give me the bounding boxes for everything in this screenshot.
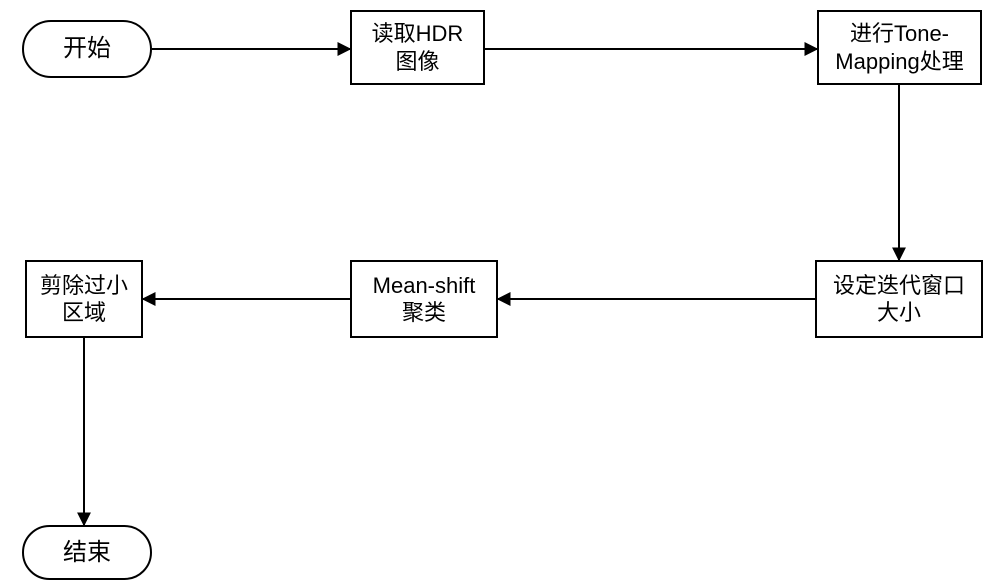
set-window-step: 设定迭代窗口 大小 (815, 260, 983, 338)
read-hdr-label: 读取HDR 图像 (372, 20, 464, 75)
mean-shift-label: Mean-shift 聚类 (373, 272, 476, 327)
flowchart-canvas: { "flowchart": { "type": "flowchart", "b… (0, 0, 1000, 587)
end-label: 结束 (63, 538, 111, 568)
read-hdr-step: 读取HDR 图像 (350, 10, 485, 85)
prune-small-step: 剪除过小 区域 (25, 260, 143, 338)
mean-shift-step: Mean-shift 聚类 (350, 260, 498, 338)
tone-mapping-label: 进行Tone- Mapping处理 (835, 20, 963, 75)
end-terminator: 结束 (22, 525, 152, 580)
set-window-label: 设定迭代窗口 大小 (833, 272, 965, 327)
start-label: 开始 (63, 34, 111, 64)
start-terminator: 开始 (22, 20, 152, 78)
tone-mapping-step: 进行Tone- Mapping处理 (817, 10, 982, 85)
prune-small-label: 剪除过小 区域 (40, 272, 128, 327)
